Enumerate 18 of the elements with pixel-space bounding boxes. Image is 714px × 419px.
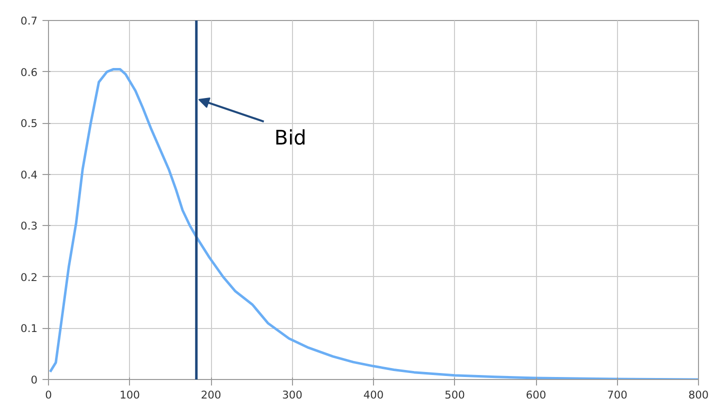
y-tick-label: 0.5 <box>20 117 38 130</box>
x-tick-label: 200 <box>200 388 222 402</box>
x-tick-label: 500 <box>444 388 466 402</box>
x-tick-label: 700 <box>607 388 628 402</box>
y-tick-label: 0.1 <box>20 322 38 336</box>
y-tick-label: 0.6 <box>20 66 38 79</box>
y-tick-label: 0.4 <box>20 168 38 182</box>
y-tick-label: 0 <box>30 374 38 386</box>
x-tick-label: 600 <box>526 388 546 402</box>
y-tick-label: 0.2 <box>20 270 38 284</box>
y-tick-label: 0.7 <box>20 14 38 28</box>
x-tick-label: 300 <box>282 388 303 402</box>
x-tick-label: 400 <box>363 388 384 402</box>
x-tick-label: 100 <box>120 388 140 402</box>
y-tick-label: 0.3 <box>20 220 38 233</box>
x-tick-label: 800 <box>688 388 709 402</box>
ref-line-label: Bid <box>274 126 306 150</box>
x-tick-label: 0 <box>45 388 52 402</box>
